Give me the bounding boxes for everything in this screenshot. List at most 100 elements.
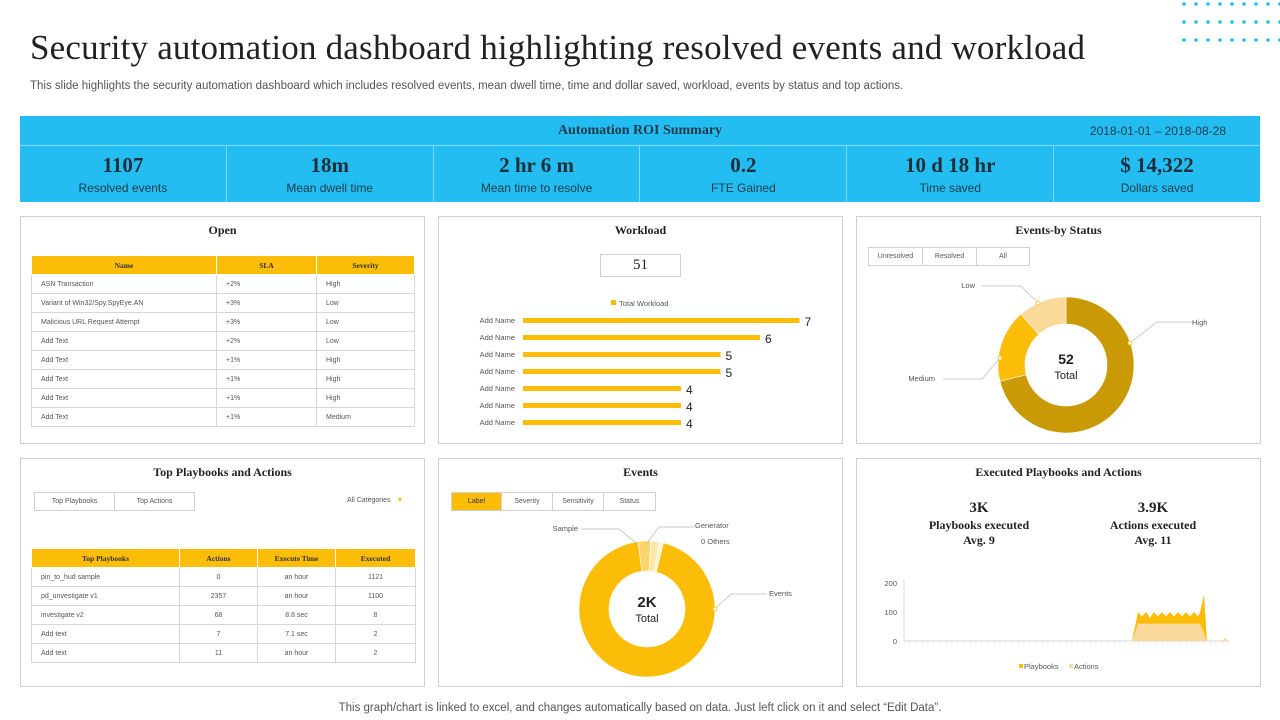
playbooks-panel: Top Playbooks and Actions Top Playbooks …	[20, 458, 425, 687]
open-title: Open	[208, 223, 237, 237]
col-name: Name	[31, 255, 217, 275]
table-cell: Low	[316, 331, 415, 351]
table-row: Add Text +1% High	[31, 388, 415, 408]
workload-chart: Total Workload Add Name 7 Add Name 6 Add Nam…	[480, 299, 812, 431]
playbooks-table-header: Top Playbooks Actions Execute Time Execu…	[31, 548, 416, 568]
decorative-dot	[1242, 2, 1246, 6]
decorative-dot	[1254, 2, 1258, 6]
table-row: Add Text +1% High	[31, 350, 415, 370]
table-row: Add Text +2% Low	[31, 331, 415, 351]
decorative-dot	[1266, 38, 1270, 42]
kpi-label: Mean dwell time	[286, 181, 374, 195]
playbooks-executed-label: Playbooks executed	[928, 518, 1030, 532]
table-cell: 68	[179, 605, 258, 625]
table-row: Add Text +1% High	[31, 369, 415, 389]
workload-title: Workload	[614, 223, 667, 237]
tab-resolved[interactable]: Resolved	[923, 248, 977, 265]
category-filter[interactable]: All Categories ▼	[347, 497, 403, 504]
table-cell: Low	[316, 293, 415, 313]
bar-value-label: 4	[686, 400, 693, 414]
events-center-value: 2K	[637, 594, 656, 611]
tab-status[interactable]: Status	[619, 498, 640, 505]
table-cell: 2	[335, 624, 416, 644]
roi-summary: Automation ROI Summary 2018-01-01 – 2018…	[20, 116, 1260, 202]
table-row: Add text 11 an hour 2	[31, 643, 416, 663]
table-row: pd_unvestigate v1 2357 an hour 1100	[31, 586, 416, 606]
col-executed: Executed	[335, 548, 416, 568]
y-tick-label: 100	[884, 608, 897, 617]
workload-total-box: 51	[600, 254, 681, 277]
chevron-down-icon: ▼	[396, 497, 404, 504]
slice-label: Generator	[695, 521, 729, 530]
open-panel: Open Name SLA Severity ASN Transaction +2…	[20, 216, 425, 444]
area-series-actions-tail	[1221, 637, 1227, 641]
table-cell: Variant of Win32/Spy.SpyEye.AN	[31, 293, 217, 313]
kpi-time-saved: 10 d 18 hr Time saved	[847, 146, 1055, 202]
table-cell: +1%	[216, 407, 317, 427]
legend-swatch	[1019, 664, 1023, 668]
col-top-playbooks: Top Playbooks	[31, 548, 180, 568]
legend-label: Playbooks	[1024, 662, 1059, 671]
kpi-value: 1107	[102, 153, 144, 177]
table-cell: Add Text	[31, 388, 217, 408]
table-cell: 1100	[335, 586, 416, 606]
tab-severity[interactable]: Severity	[502, 493, 553, 510]
roi-kpi-row: 1107 Resolved events 18m Mean dwell time…	[20, 146, 1260, 202]
kpi-value: $ 14,322	[1120, 153, 1194, 177]
tab-label[interactable]: Label	[452, 493, 502, 510]
roi-title: Automation ROI Summary	[557, 123, 723, 138]
col-severity: Severity	[316, 255, 415, 275]
decorative-dot	[1194, 38, 1198, 42]
decorative-dot	[1218, 20, 1222, 24]
col-actions: Actions	[179, 548, 258, 568]
tab-top-playbooks[interactable]: Top Playbooks	[35, 493, 115, 510]
kpi-resolved-events: 1107 Resolved events	[20, 146, 227, 202]
playbooks-executed-stat: 3K Playbooks executed Avg. 9	[919, 500, 1039, 548]
bar-value-label: 5	[726, 349, 733, 363]
events-title: Events	[623, 465, 658, 479]
playbooks-title: Top Playbooks and Actions	[153, 465, 292, 479]
legend-swatch	[1069, 664, 1073, 668]
bar-value-label: 5	[726, 366, 733, 380]
decorative-dot	[1230, 2, 1234, 6]
status-title: Events-by Status	[1015, 223, 1102, 237]
tab-unresolved[interactable]: Unresolved	[869, 248, 923, 265]
decorative-dot	[1266, 2, 1270, 6]
decorative-dot	[1218, 2, 1222, 6]
roi-date-range: 2018-01-01 – 2018-08-28	[1089, 124, 1226, 138]
decorative-dot	[1206, 20, 1210, 24]
open-table-header: Name SLA Severity	[31, 255, 415, 275]
actions-executed-avg: Avg. 11	[1134, 533, 1172, 547]
table-cell: pd_unvestigate v1	[31, 586, 180, 606]
tab-top-actions[interactable]: Top Actions	[136, 498, 173, 505]
playbooks-tabs: Top Playbooks Top Actions	[34, 492, 195, 511]
workload-bar	[523, 318, 800, 323]
table-cell: 2	[335, 643, 416, 663]
table-cell: an hour	[257, 586, 336, 606]
table-cell: +2%	[216, 331, 317, 351]
leader-line	[1129, 321, 1193, 344]
status-panel: Events-by Status Unresolved Resolved All…	[856, 216, 1261, 444]
workload-bar	[523, 352, 721, 357]
decorative-dot	[1230, 20, 1234, 24]
decorative-dot	[1242, 20, 1246, 24]
bar-category-label: Add Name	[480, 333, 515, 342]
decorative-dot	[1194, 20, 1198, 24]
table-cell: High	[316, 369, 415, 389]
bar-category-label: Add Name	[480, 350, 515, 359]
kpi-mean-time-to-resolve: 2 hr 6 m Mean time to resolve	[434, 146, 641, 202]
tab-sensitivity[interactable]: Sensitivity	[553, 493, 604, 510]
kpi-value: 0.2	[730, 153, 757, 177]
tab-all[interactable]: All	[999, 253, 1007, 260]
table-cell: +2%	[216, 274, 317, 294]
events-donut-chart: 2K Total Events Sample Generator 0 Others	[553, 521, 792, 678]
playbooks-table: Top Playbooks Actions Execute Time Execu…	[31, 548, 416, 663]
table-cell: +1%	[216, 388, 317, 408]
decorative-dot	[1242, 38, 1246, 42]
table-cell: 8	[335, 605, 416, 625]
workload-panel: Workload 51 Total Workload Add Name 7 Add …	[438, 216, 843, 444]
col-sla: SLA	[216, 255, 317, 275]
table-cell: Add Text	[31, 350, 217, 370]
table-cell: High	[316, 274, 415, 294]
decorative-dots	[1182, 2, 1280, 42]
